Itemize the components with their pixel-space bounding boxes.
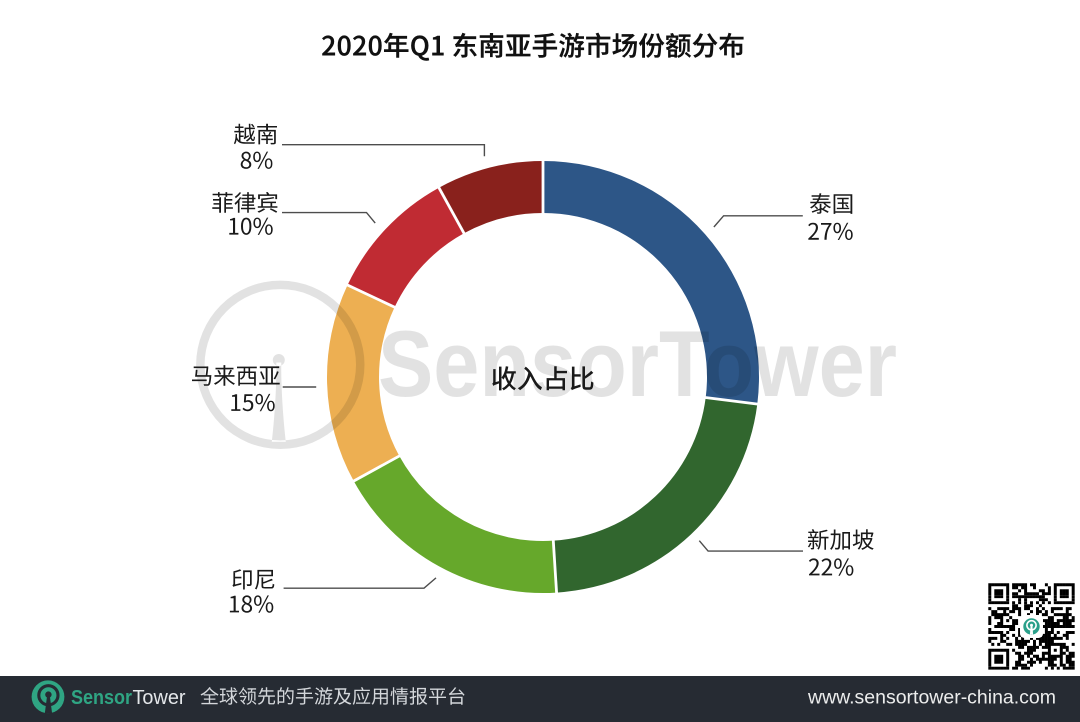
svg-text:SensorTower: SensorTower [378,311,897,416]
svg-text:Tower: Tower [133,686,186,709]
svg-text:Sensor: Sensor [71,686,132,709]
svg-text:www.sensortower-china.com: www.sensortower-china.com [807,687,1056,709]
